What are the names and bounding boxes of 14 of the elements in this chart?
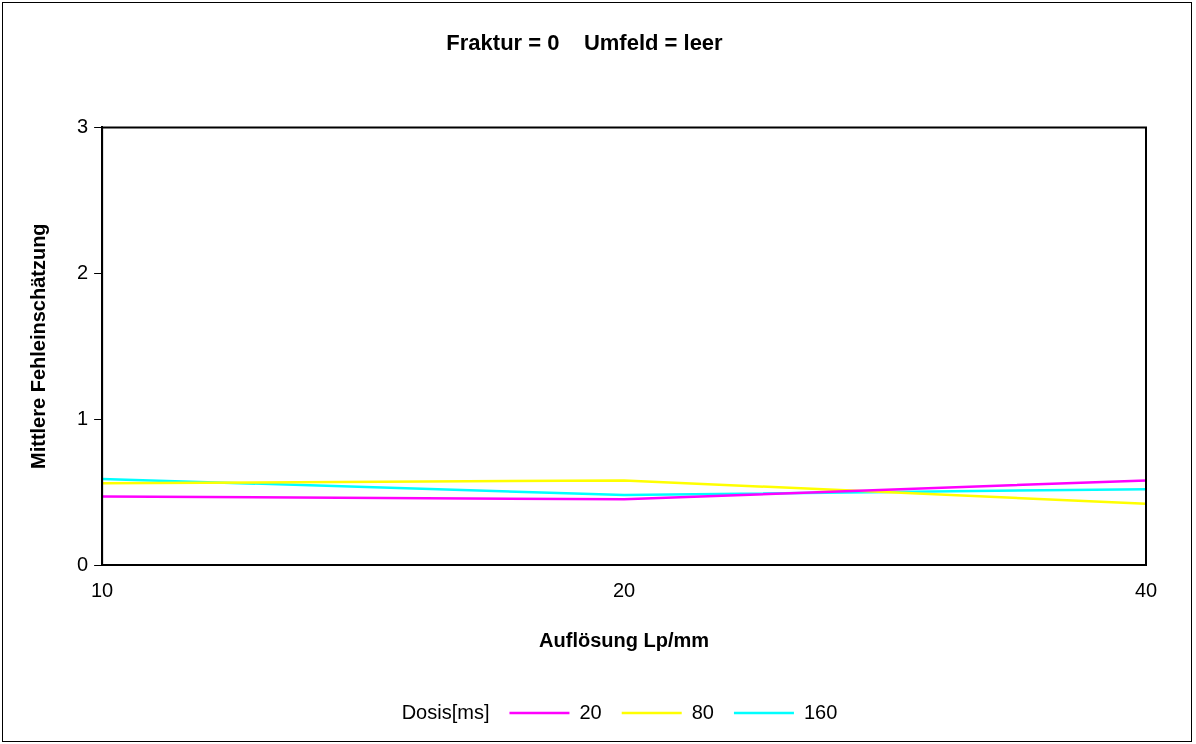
y-tick-label: 2 (77, 260, 89, 283)
x-tick-label: 20 (612, 578, 636, 601)
legend-label: 20 (579, 700, 602, 723)
legend-label: 80 (691, 700, 714, 723)
y-tick-label: 1 (77, 406, 89, 429)
y-tick-label: 0 (77, 552, 89, 575)
chart-title: Fraktur = 0 Umfeld = leer (446, 30, 724, 56)
legend-title: Dosis[ms] (401, 700, 490, 723)
legend-label: 160 (803, 700, 838, 723)
x-tick-label: 10 (91, 578, 114, 601)
y-axis-title: Mittlere Fehleinschätzung (26, 223, 49, 469)
y-tick-label: 3 (77, 114, 89, 137)
x-tick-label: 40 (1134, 578, 1158, 601)
x-axis-title: Auflösung Lp/mm (539, 628, 710, 651)
